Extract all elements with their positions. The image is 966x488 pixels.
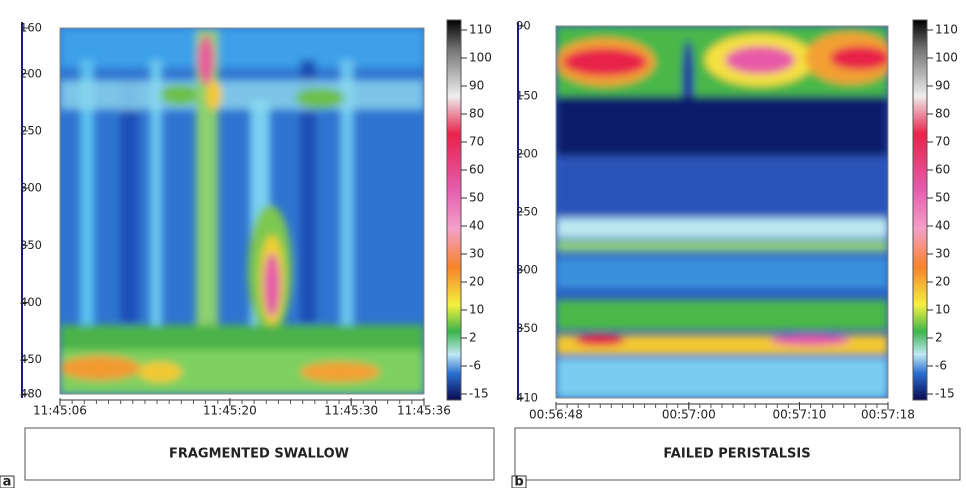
colorbar-tick-label: 30 (935, 247, 950, 261)
colorbar-tick-label: 80 (935, 107, 950, 121)
colorbar-tick-label: 90 (469, 79, 484, 93)
colorbar-tick-label: 50 (469, 191, 484, 205)
colorbar-tick-label: -15 (469, 387, 489, 401)
colorbar-tick-label: 110 (935, 23, 958, 37)
colorbar-tick-label: 100 (935, 51, 958, 65)
colorbar-tick-label: 30 (469, 247, 484, 261)
colorbar-tick-label: 2 (469, 331, 477, 345)
colorbar-tick-label: -6 (935, 359, 947, 373)
x-tick-label: 00:57:18 (861, 408, 915, 422)
heatmap-a (60, 28, 424, 394)
x-tick-label: 00:57:10 (773, 408, 827, 422)
panel-label: b (514, 475, 523, 488)
colorbar-tick-label: 100 (469, 51, 492, 65)
x-tick-label: 00:57:00 (662, 408, 716, 422)
y-tick-label: 450 (20, 352, 42, 366)
caption-box (24, 427, 495, 481)
caption: FAILED PERISTALSIS (663, 447, 810, 462)
colorbar-tick-label: 60 (935, 163, 950, 177)
x-tick-label: 11:45:20 (203, 404, 257, 418)
colorbar-tick-label: 20 (469, 275, 484, 289)
y-tick-label: 400 (20, 295, 42, 309)
colorbar-tick-label: 90 (935, 79, 950, 93)
colorbar-tick-label: 10 (469, 303, 484, 317)
colorbar-tick-label: 40 (469, 219, 484, 233)
y-tick-label: 250 (516, 205, 538, 219)
colorbar (912, 19, 928, 401)
colorbar-tick-label: -6 (469, 359, 481, 373)
colorbar-tick-label: 60 (469, 163, 484, 177)
plot-frame (555, 25, 889, 399)
x-tick-label: 00:56:48 (529, 408, 583, 422)
panel-label-box (0, 475, 15, 488)
colorbar-tick-label: -15 (935, 387, 955, 401)
colorbar-tick-label: 2 (935, 331, 943, 345)
heatmap-b (556, 26, 888, 398)
y-tick-label: 300 (20, 181, 42, 195)
colorbar-tick-label: 70 (935, 135, 950, 149)
colorbar-tick-label: 20 (935, 275, 950, 289)
y-tick-label: 200 (516, 146, 538, 160)
panel-label: a (3, 475, 12, 488)
colorbar-tick-label: 10 (935, 303, 950, 317)
colorbar-tick-label: 110 (469, 23, 492, 37)
x-tick-label: 11:45:30 (324, 404, 378, 418)
y-tick-label: 150 (516, 88, 538, 102)
plot-frame (59, 27, 425, 395)
colorbar-tick-label: 50 (935, 191, 950, 205)
panel-label-box (511, 475, 527, 488)
y-tick-label: 200 (20, 66, 42, 80)
colorbar (446, 19, 462, 401)
y-tick-label: 90 (516, 19, 531, 33)
y-tick-label: 160 (20, 21, 42, 35)
colorbar-tick-label: 40 (935, 219, 950, 233)
x-tick-label: 11:45:36 (397, 404, 451, 418)
y-tick-label: 480 (20, 387, 42, 401)
y-tick-label: 350 (20, 238, 42, 252)
x-tick-label: 11:45:06 (33, 404, 87, 418)
caption: FRAGMENTED SWALLOW (169, 447, 349, 462)
colorbar-tick-label: 70 (469, 135, 484, 149)
y-tick-label: 350 (516, 321, 538, 335)
y-tick-label: 250 (20, 123, 42, 137)
colorbar-tick-label: 80 (469, 107, 484, 121)
caption-box (514, 427, 961, 481)
y-tick-label: 410 (516, 391, 538, 405)
y-tick-label: 300 (516, 263, 538, 277)
